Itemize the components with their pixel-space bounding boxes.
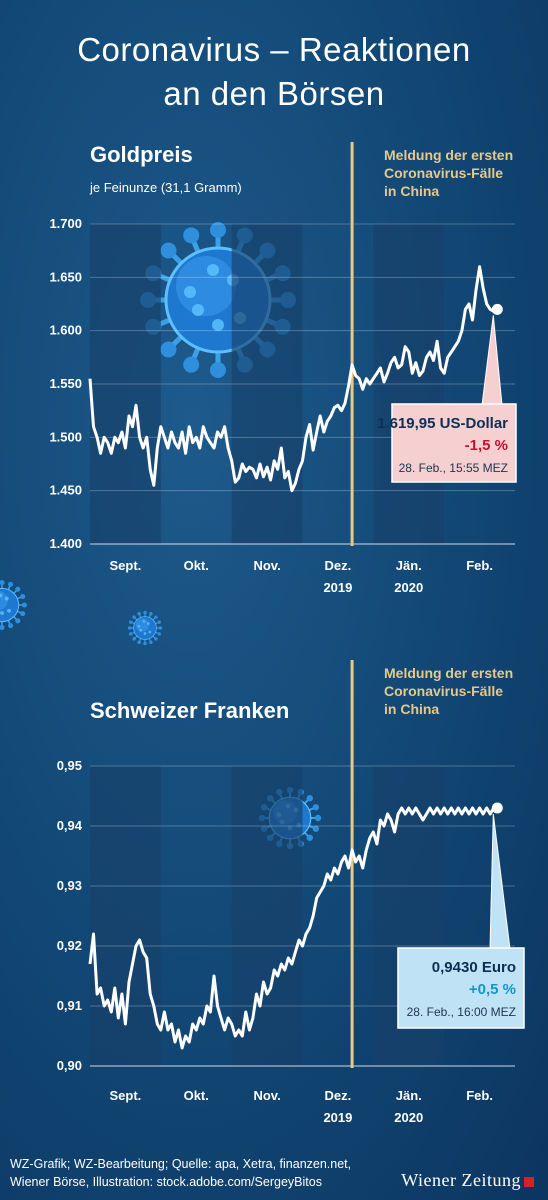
chf-chart: Schweizer Franken 0,95 0,94 0,93 0,92 0,91 0,…	[57, 660, 525, 1125]
source-note: WZ-Grafik; WZ-Bearbeitung; Quelle: apa, …	[10, 1155, 390, 1191]
y-tick-label: 1.500	[49, 429, 82, 444]
last-value-point	[491, 303, 503, 315]
x-tick-label: Dez.	[325, 1088, 352, 1103]
source-line-2: Wiener Börse, Illustration: stock.adobe.…	[10, 1175, 322, 1189]
series-line-gold	[88, 265, 499, 493]
y-tick-label: 0,90	[57, 1058, 82, 1073]
event-label: Meldung der ersten	[384, 147, 513, 163]
x-year-label: 2020	[394, 1110, 423, 1125]
y-tick-label: 0,93	[57, 878, 82, 893]
title-line-1: Coronavirus – Reaktionen	[77, 31, 471, 69]
virus-icon	[127, 610, 163, 646]
event-label: Coronavirus-Fälle	[384, 165, 503, 181]
x-tick-label: Okt.	[184, 558, 209, 573]
last-value-point	[491, 802, 503, 814]
gold-chart: Goldpreis je Feinunze (31,1 Gramm) 1.700…	[49, 142, 517, 595]
x-tick-label: Dez.	[325, 558, 352, 573]
month-band	[373, 224, 445, 544]
x-year-label: 2019	[323, 580, 352, 595]
change-label: -1,5 %	[465, 437, 508, 454]
x-tick-label: Okt.	[184, 1088, 209, 1103]
chart-title: Schweizer Franken	[90, 698, 289, 723]
source-line-1: WZ-Grafik; WZ-Bearbeitung; Quelle: apa, …	[10, 1157, 352, 1171]
x-year-label: 2020	[394, 580, 423, 595]
y-tick-label: 0,95	[57, 758, 82, 773]
event-label: Meldung der ersten	[384, 665, 513, 681]
x-year-label: 2019	[323, 1110, 352, 1125]
date-label: 28. Feb., 15:55 MEZ	[399, 461, 508, 475]
event-label: in China	[384, 183, 439, 199]
y-tick-label: 0,94	[57, 818, 83, 833]
change-label: +0,5 %	[469, 981, 516, 998]
y-tick-label: 1.450	[49, 483, 82, 498]
y-tick-label: 0,92	[57, 938, 82, 953]
x-tick-label: Feb.	[466, 558, 493, 573]
event-label: in China	[384, 701, 439, 717]
x-tick-label: Sept.	[110, 558, 142, 573]
y-tick-label: 1.600	[49, 323, 82, 338]
last-value-label: 0,9430 Euro	[432, 959, 516, 976]
callout-box	[391, 403, 517, 483]
x-tick-label: Nov.	[253, 558, 280, 573]
callout-pointer	[481, 315, 503, 406]
month-band	[90, 224, 161, 544]
page-title: Coronavirus – Reaktionen an den Börsen	[0, 28, 548, 116]
month-band	[231, 766, 303, 1066]
title-line-2: an den Börsen	[163, 75, 385, 113]
y-tick-label: 1.550	[49, 376, 82, 391]
logo-mark	[524, 1176, 534, 1187]
callout-box	[397, 947, 525, 1029]
logo: Wiener Zeitung	[401, 1170, 534, 1191]
chart-subtitle: je Feinunze (31,1 Gramm)	[89, 180, 242, 195]
callout-pointer	[489, 813, 511, 950]
x-tick-label: Jän.	[396, 558, 422, 573]
last-value-label: 1.619,95 US-Dollar	[377, 415, 508, 432]
event-label: Coronavirus-Fälle	[384, 683, 503, 699]
series-line-chf	[88, 806, 498, 1050]
x-tick-label: Nov.	[253, 1088, 280, 1103]
date-label: 28. Feb., 16:00 MEZ	[407, 1005, 516, 1019]
x-tick-label: Feb.	[466, 1088, 493, 1103]
y-tick-label: 1.700	[49, 216, 82, 231]
chart-title: Goldpreis	[90, 142, 193, 167]
logo-text: Wiener Zeitung	[401, 1170, 521, 1190]
x-tick-label: Sept.	[110, 1088, 142, 1103]
x-tick-label: Jän.	[396, 1088, 422, 1103]
y-tick-label: 1.400	[49, 536, 82, 551]
y-tick-label: 0,91	[57, 998, 82, 1013]
virus-icon	[0, 580, 27, 630]
y-tick-label: 1.650	[49, 269, 82, 284]
